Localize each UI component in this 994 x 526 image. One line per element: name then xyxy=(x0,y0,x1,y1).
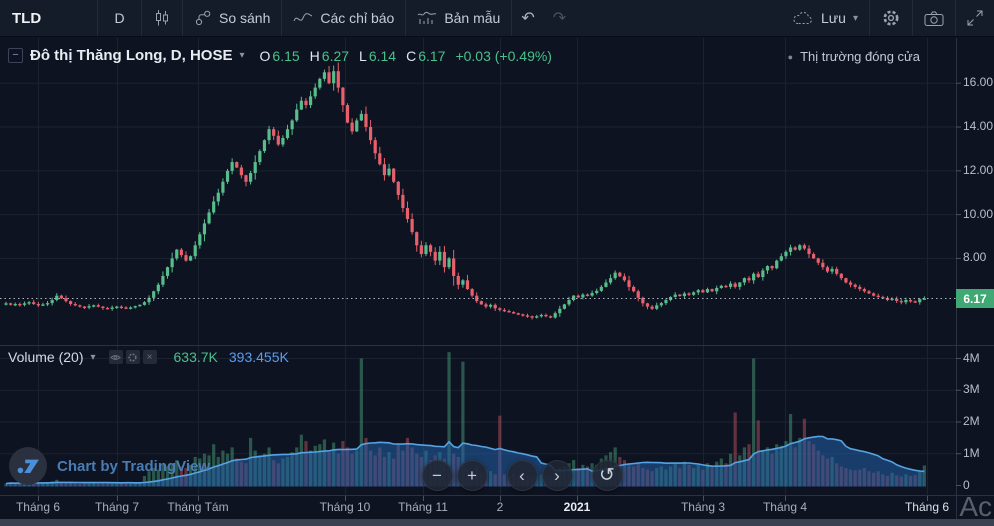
top-toolbar: TLD D So sánh Các chỉ báo Bản mẫu ↶ ↷ Lư… xyxy=(0,0,994,37)
redo-icon: ↷ xyxy=(552,10,567,27)
chevron-down-icon: ▾ xyxy=(852,12,858,24)
templates-button[interactable]: Bản mẫu xyxy=(406,0,511,36)
time-axis[interactable]: Tháng 6 Tháng 7 Tháng Tám Tháng 10 Tháng 11 2… xyxy=(0,495,956,519)
undo-icon: ↶ xyxy=(521,10,535,27)
separator xyxy=(141,0,142,36)
fullscreen-icon xyxy=(967,10,983,26)
price-axis-label: 14.00 xyxy=(963,119,994,134)
volume-ma-value: 393.455K xyxy=(228,349,289,365)
ohlc-values: O 6.15 H 6.27 L 6.14 C 6.17 +0.03 (+0.49%) xyxy=(260,48,552,64)
camera-icon xyxy=(924,10,944,27)
time-axis-label: Tháng 6 xyxy=(15,500,61,514)
time-axis-label: Tháng Tám xyxy=(167,500,229,514)
market-status-text: Thị trường đóng cửa xyxy=(800,49,920,64)
high-value: 6.27 xyxy=(321,47,350,64)
time-axis-label: Tháng 7 xyxy=(94,500,140,514)
redo-button[interactable]: ↷ xyxy=(544,0,575,36)
volume-axis-label: 4M xyxy=(963,350,980,365)
time-axis-label: Tháng 11 xyxy=(398,500,448,514)
price-axis[interactable]: 6.17 16.00 14.00 12.00 10.00 8.00 4M 3M 2M 1M 0 xyxy=(956,37,994,495)
reset-chart-button[interactable]: ↺ xyxy=(591,460,623,491)
zoom-out-button[interactable]: − xyxy=(421,460,453,491)
candlestick-style-icon xyxy=(153,9,171,27)
time-axis-label: Tháng 10 xyxy=(319,500,371,514)
time-axis-label: 2021 xyxy=(563,500,591,514)
compare-icon xyxy=(194,9,212,27)
volume-value: 633.7K xyxy=(173,349,218,365)
scroll-right-button[interactable]: › xyxy=(541,460,573,491)
close-label: C xyxy=(406,47,417,64)
low-label: L xyxy=(359,47,367,64)
collapse-pane-icon[interactable]: − xyxy=(8,48,23,63)
high-label: H xyxy=(309,47,320,64)
tradingview-attribution[interactable]: Chart by TradingView xyxy=(9,447,210,485)
symbol-title[interactable]: Đô thị Thăng Long, D, HOSE xyxy=(30,47,233,64)
clipped-watermark-text: Ac xyxy=(959,491,992,522)
indicators-label: Các chỉ báo xyxy=(320,10,395,26)
price-axis-label: 12.00 xyxy=(963,162,994,177)
bottom-edge-bar xyxy=(0,519,994,526)
indicators-button[interactable]: Các chỉ báo xyxy=(282,0,405,36)
separator xyxy=(182,0,183,36)
compare-button[interactable]: So sánh xyxy=(183,0,281,36)
volume-study-title[interactable]: Volume (20) xyxy=(8,349,84,365)
volume-legend: Volume (20) ▾ × 633.7K 393.455K xyxy=(8,349,289,365)
snapshot-button[interactable] xyxy=(913,0,955,36)
tradingview-logo-icon[interactable] xyxy=(9,447,47,485)
undo-button[interactable]: ↶ xyxy=(512,0,543,36)
volume-axis-label: 1M xyxy=(963,445,980,460)
time-axis-label: Tháng 6 xyxy=(904,500,950,514)
fullscreen-button[interactable] xyxy=(956,0,994,36)
gear-icon xyxy=(881,8,901,28)
time-axis-label: 2 xyxy=(496,500,504,514)
chart-type-button[interactable] xyxy=(142,0,182,36)
separator xyxy=(281,0,283,36)
price-axis-label: 16.00 xyxy=(963,75,994,90)
separator xyxy=(97,0,98,36)
market-status-dot-icon: ● xyxy=(787,51,794,62)
separator xyxy=(912,0,913,36)
templates-label: Bản mẫu xyxy=(444,10,501,26)
close-icon[interactable]: × xyxy=(142,350,157,364)
separator xyxy=(869,0,870,36)
volume-axis-label: 3M xyxy=(963,382,980,397)
separator xyxy=(511,0,513,36)
zoom-in-button[interactable]: + xyxy=(456,460,488,491)
toolbar-spacer xyxy=(575,0,781,36)
save-button[interactable]: Lưu ▾ xyxy=(781,0,869,36)
save-label: Lưu xyxy=(821,10,846,26)
close-value: 6.17 xyxy=(418,47,446,64)
volume-axis-label: 0 xyxy=(963,477,970,492)
time-axis-label: Tháng 4 xyxy=(762,500,808,514)
change-value: +0.03 (+0.49%) xyxy=(455,47,552,64)
eye-icon[interactable] xyxy=(108,350,123,364)
separator xyxy=(955,0,956,36)
time-axis-label: Tháng 3 xyxy=(680,500,726,514)
separator xyxy=(405,0,407,36)
price-axis-label: 8.00 xyxy=(963,250,987,265)
compare-label: So sánh xyxy=(219,10,271,26)
templates-icon xyxy=(417,9,437,27)
low-value: 6.14 xyxy=(368,47,397,64)
study-action-icons: × xyxy=(108,350,157,364)
open-value: 6.15 xyxy=(272,47,300,64)
indicators-icon xyxy=(293,9,313,27)
chart-by-tradingview-link[interactable]: Chart by TradingView xyxy=(57,457,211,475)
symbol-legend: − Đô thị Thăng Long, D, HOSE ▾ O 6.15 H 6.… xyxy=(8,47,552,64)
scroll-left-button[interactable]: ‹ xyxy=(506,460,538,491)
study-settings-icon[interactable] xyxy=(125,350,140,364)
price-axis-label: 10.00 xyxy=(963,206,994,221)
volume-axis-label: 2M xyxy=(963,414,980,428)
chevron-down-icon[interactable]: ▾ xyxy=(239,50,245,61)
current-price-tag: 6.17 xyxy=(956,289,994,308)
open-label: O xyxy=(259,47,271,64)
settings-button[interactable] xyxy=(870,0,912,36)
cloud-icon xyxy=(792,10,814,26)
interval-button[interactable]: D xyxy=(114,10,125,26)
chevron-down-icon[interactable]: ▾ xyxy=(90,351,96,363)
market-status: ● Thị trường đóng cửa xyxy=(788,49,920,64)
symbol-button[interactable]: TLD xyxy=(12,9,42,27)
